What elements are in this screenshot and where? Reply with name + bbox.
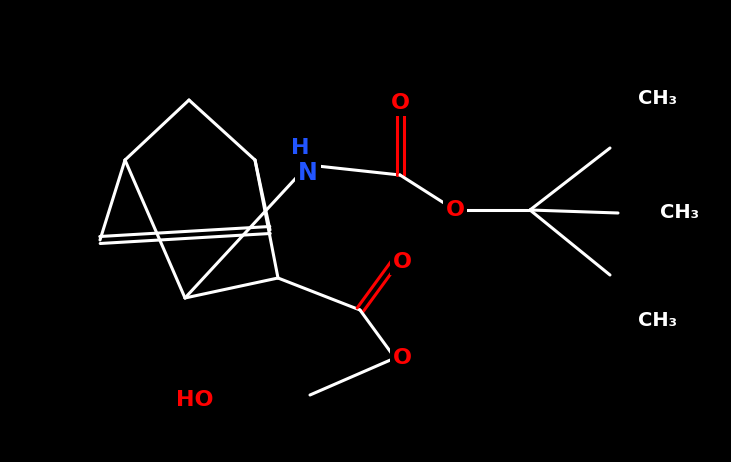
Text: CH₃: CH₃ <box>638 310 677 329</box>
Text: O: O <box>445 200 464 220</box>
Text: O: O <box>393 348 412 368</box>
Text: CH₃: CH₃ <box>638 89 677 108</box>
Text: CH₃: CH₃ <box>660 203 699 223</box>
Text: H: H <box>291 138 309 158</box>
Text: HO: HO <box>176 390 213 410</box>
Text: N: N <box>298 161 318 185</box>
Text: O: O <box>390 93 409 113</box>
Text: O: O <box>393 252 412 272</box>
